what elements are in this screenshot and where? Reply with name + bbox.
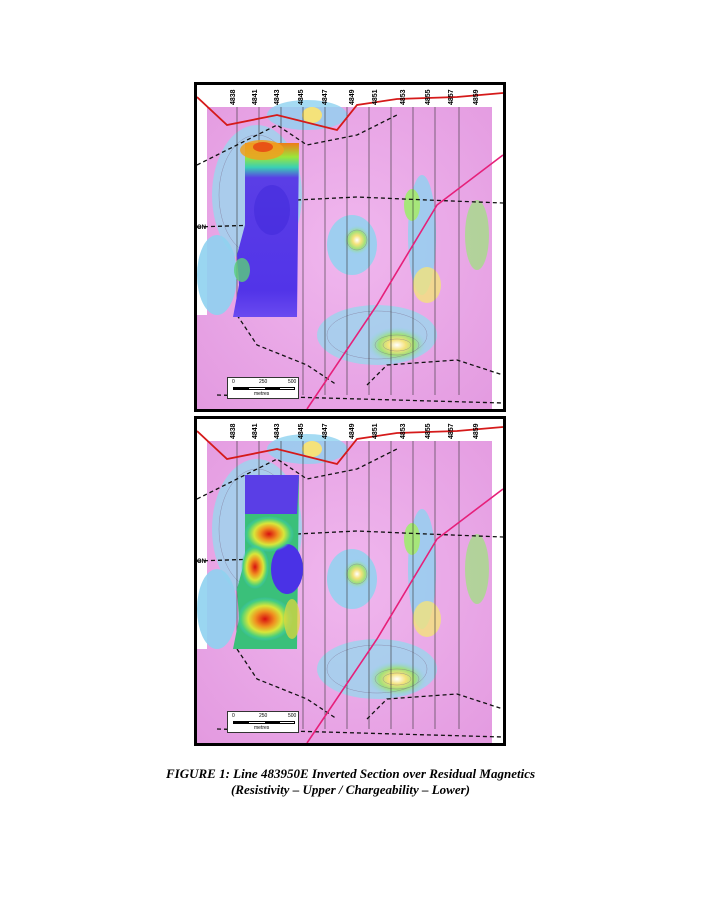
tick-label: 4847: [322, 423, 329, 439]
tick-label: 4855: [425, 89, 432, 105]
scale-bar: 0 250 500 metres: [227, 711, 299, 733]
tick-label: 4859: [473, 89, 480, 105]
scale-bar-line: [233, 387, 295, 390]
figure-caption-title: FIGURE 1: Line 483950E Inverted Section …: [165, 766, 536, 781]
tick-label: 4845: [298, 423, 305, 439]
scale-unit: metres: [254, 391, 270, 397]
tick-label: 4855: [425, 423, 432, 439]
scale-max: 500: [288, 379, 297, 385]
tick-label: 4849: [349, 423, 356, 439]
scale-zero: 0: [232, 379, 235, 385]
scale-zero: 0: [232, 713, 235, 719]
tick-label: 4857: [448, 89, 455, 105]
scale-bar-line: [233, 721, 295, 724]
tick-label: 4849: [349, 89, 356, 105]
scale-mid: 250: [259, 713, 268, 719]
tick-label: 4847: [322, 89, 329, 105]
scale-mid: 250: [259, 379, 268, 385]
map-graphic: [197, 85, 503, 409]
tick-label: 4841: [252, 423, 259, 439]
tick-label: 4851: [372, 89, 379, 105]
scale-unit: metres: [254, 725, 270, 731]
tick-label: 4853: [400, 89, 407, 105]
tick-label: 4843: [274, 89, 281, 105]
tick-label: 4859: [473, 423, 480, 439]
resistivity-map-panel: 4838 4841 4843 4845 4847 4849 4851 4853 …: [194, 82, 506, 412]
tick-label: 4853: [400, 423, 407, 439]
map-graphic: [197, 419, 503, 743]
easting-tick-labels: 4838 4841 4843 4845 4847 4849 4851 4853 …: [197, 85, 503, 107]
scale-max: 500: [288, 713, 297, 719]
tick-label: 4851: [372, 423, 379, 439]
tick-label: 4841: [252, 89, 259, 105]
tick-label: 4857: [448, 423, 455, 439]
easting-tick-labels: 4838 4841 4843 4845 4847 4849 4851 4853 …: [197, 419, 503, 441]
scale-bar: 0 250 500 metres: [227, 377, 299, 399]
side-label: ON: [197, 225, 206, 231]
tick-label: 4838: [230, 89, 237, 105]
tick-label: 4845: [298, 89, 305, 105]
figure-caption-subtitle: (Resistivity – Upper / Chargeability – L…: [230, 782, 471, 797]
tick-label: 4843: [274, 423, 281, 439]
tick-label: 4838: [230, 423, 237, 439]
chargeability-map-panel: 4838 4841 4843 4845 4847 4849 4851 4853 …: [194, 416, 506, 746]
side-label: ON: [197, 559, 206, 565]
